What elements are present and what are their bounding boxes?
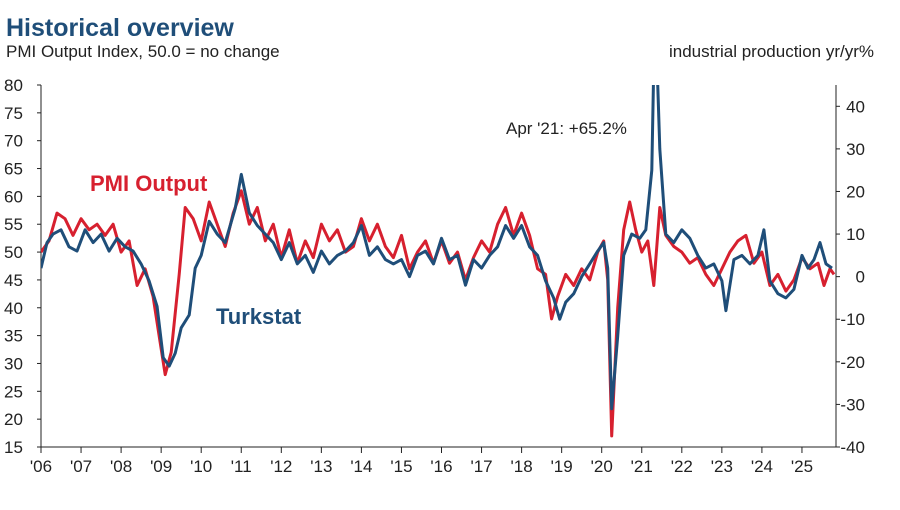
right-tick-label: 40 [846, 97, 865, 116]
x-tick-label: '09 [150, 457, 172, 476]
x-tick-label: '15 [390, 457, 412, 476]
series-labels: PMI Output Turkstat Apr '21: +65.2% [90, 119, 627, 329]
right-tick-label: -10 [840, 310, 865, 329]
left-tick-label: 70 [4, 132, 23, 151]
series-label-turkstat: Turkstat [216, 304, 302, 329]
chart-title: Historical overview [6, 14, 234, 42]
left-tick-label: 25 [4, 382, 23, 401]
right-axis-title: industrial production yr/yr% [668, 42, 874, 61]
annotation-peak: Apr '21: +65.2% [506, 119, 627, 138]
left-tick-label: 50 [4, 243, 23, 262]
x-tick-label: '22 [671, 457, 693, 476]
right-tick-label: 10 [846, 225, 865, 244]
left-tick-label: 55 [4, 215, 23, 234]
right-tick-label: 0 [856, 268, 865, 287]
x-tick-label: '24 [751, 457, 773, 476]
x-tick-label: '06 [30, 457, 52, 476]
series-line-pmi-output [41, 189, 836, 438]
x-tick-label: '16 [430, 457, 452, 476]
left-tick-label: 65 [4, 160, 23, 179]
x-tick-label: '25 [791, 457, 813, 476]
series-label-pmi-output: PMI Output [90, 171, 208, 196]
left-tick-label: 75 [4, 104, 23, 123]
x-tick-label: '07 [70, 457, 92, 476]
chart-subtitle: PMI Output Index, 50.0 = no change [6, 42, 280, 61]
left-tick-label: 60 [4, 187, 23, 206]
x-tick-label: '10 [190, 457, 212, 476]
x-tick-label: '13 [310, 457, 332, 476]
left-tick-label: 80 [4, 76, 23, 95]
right-tick-label: 20 [846, 182, 865, 201]
left-tick-label: 20 [4, 410, 23, 429]
series-lines [41, 85, 836, 438]
x-tick-label: '18 [511, 457, 533, 476]
right-tick-label: -20 [840, 353, 865, 372]
x-tick-label: '23 [711, 457, 733, 476]
right-tick-label: -30 [840, 395, 865, 414]
left-tick-label: 30 [4, 354, 23, 373]
left-tick-label: 40 [4, 299, 23, 318]
x-tick-label: '19 [551, 457, 573, 476]
series-line-turkstat [41, 85, 833, 411]
right-tick-label: -40 [840, 438, 865, 457]
plot-frame [40, 85, 837, 448]
x-tick-label: '11 [231, 457, 252, 476]
left-tick-label: 45 [4, 271, 23, 290]
x-tick-label: '14 [350, 457, 372, 476]
x-tick-label: '08 [110, 457, 132, 476]
x-axis: '06 '07 '08 '09 '10 '11 '12 '13 '14 '15 '16 '17 '18 '… [30, 447, 813, 476]
right-axis: 40 30 20 10 0 -10 -20 -30 -40 [836, 97, 865, 457]
x-tick-label: '20 [591, 457, 613, 476]
x-tick-label: '12 [270, 457, 292, 476]
x-tick-label: '17 [470, 457, 492, 476]
left-axis: 80 75 70 65 60 55 50 45 40 35 30 25 20 15 [4, 76, 41, 457]
left-tick-label: 15 [4, 438, 23, 457]
right-tick-label: 30 [846, 140, 865, 159]
left-tick-label: 35 [4, 327, 23, 346]
x-tick-label: '21 [631, 457, 653, 476]
